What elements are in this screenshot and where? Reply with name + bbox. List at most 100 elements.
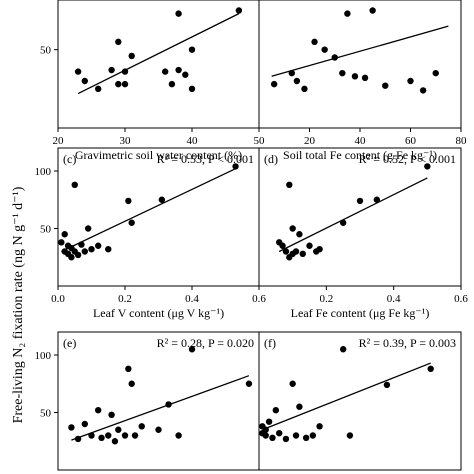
x-tick-label: 40 — [355, 135, 367, 147]
regression-line — [271, 25, 449, 77]
data-point — [316, 246, 323, 253]
x-tick-label: 0.2 — [118, 293, 132, 305]
x-axis-label: Soil total Fe content (g Fe kg⁻¹) — [283, 148, 437, 162]
data-point — [115, 38, 122, 46]
data-point — [424, 163, 431, 170]
data-point — [235, 7, 243, 14]
data-point — [158, 196, 166, 203]
regression-line — [61, 168, 236, 253]
data-point — [175, 10, 182, 17]
regression-line — [77, 13, 240, 95]
regression-line — [262, 362, 431, 431]
data-point — [356, 197, 364, 205]
data-point — [128, 380, 135, 387]
panel-e: 50 100 (e) R² = 0.28, P = 0.020 — [35, 331, 260, 471]
data-point — [115, 426, 122, 433]
data-point — [95, 407, 102, 414]
data-point — [296, 231, 303, 238]
y-tick-label: 100 — [35, 350, 52, 362]
data-point — [373, 196, 381, 203]
data-point — [131, 432, 139, 439]
stats-annotation: R² = 0.39, P = 0.003 — [359, 336, 456, 350]
stats-annotation: R² = 0.52, P < 0.001 — [359, 152, 456, 166]
data-point — [369, 7, 376, 14]
data-point — [344, 10, 351, 17]
x-axis-label: Gravimetric soil water content (%) — [75, 148, 242, 162]
panel-a: 5010020304050Gravimetric soil water cont… — [40, 0, 266, 162]
data-point — [138, 423, 145, 430]
y-tick-label: 50 — [40, 224, 52, 236]
x-tick-label: 0.6 — [454, 293, 468, 305]
data-point — [162, 68, 169, 75]
data-point — [245, 380, 253, 387]
data-point — [339, 219, 347, 226]
data-point — [383, 381, 391, 389]
data-point — [105, 246, 112, 253]
data-point — [188, 346, 196, 353]
data-point — [427, 365, 434, 372]
data-point — [128, 219, 135, 226]
data-point — [432, 69, 439, 77]
data-point — [292, 432, 300, 439]
data-point — [232, 163, 239, 170]
data-point — [88, 432, 95, 439]
data-point — [68, 254, 75, 261]
panel-c: 50 100 0.0 0.2 0.4 0.6 Leaf V content (μg V kg… — [35, 147, 266, 320]
data-point — [81, 248, 89, 255]
x-tick-label: 0.6 — [252, 293, 266, 305]
data-point — [279, 242, 286, 249]
data-point — [321, 46, 328, 53]
x-tick-label: 40 — [187, 135, 199, 147]
data-point — [95, 85, 102, 93]
x-tick-label: 0.4 — [387, 293, 401, 305]
x-tick-label: 80 — [456, 135, 468, 147]
y-tick-label: 50 — [40, 408, 52, 420]
regression-line — [278, 177, 428, 253]
data-point — [188, 46, 196, 53]
x-tick-label: 0.2 — [319, 293, 333, 305]
stats-annotation: R² = 0.53, P < 0.001 — [157, 152, 254, 166]
data-point — [299, 250, 306, 257]
data-point — [346, 432, 354, 439]
data-point — [168, 80, 176, 88]
data-point — [276, 430, 283, 437]
data-point — [289, 225, 296, 232]
data-point — [188, 85, 196, 93]
y-axis-label: Free-living N₂ fixation rate (ng N g⁻¹ d… — [11, 186, 26, 423]
data-point — [351, 73, 359, 80]
data-point — [125, 197, 132, 205]
y-tick-label: 50 — [40, 45, 52, 57]
data-point — [74, 68, 82, 75]
regression-line — [71, 375, 250, 441]
data-point — [382, 82, 389, 89]
data-point — [331, 54, 338, 61]
data-point — [74, 251, 82, 259]
data-point — [155, 426, 162, 433]
data-point — [282, 435, 290, 443]
plot-frame — [258, 331, 462, 471]
data-point — [125, 365, 132, 372]
data-point — [68, 424, 75, 431]
data-point — [265, 418, 273, 425]
data-point — [419, 87, 427, 94]
data-point — [121, 432, 129, 439]
x-tick-label: 30 — [120, 135, 132, 147]
x-axis-label: Leaf Fe content (μg Fe kg⁻¹) — [291, 306, 430, 320]
data-point — [71, 181, 78, 188]
x-axis-label: Leaf V content (μg V kg⁻¹) — [93, 306, 224, 320]
panel-letter: (d) — [264, 152, 278, 166]
data-point — [61, 231, 68, 238]
data-point — [269, 434, 276, 441]
x-tick-label: 50 — [254, 135, 266, 147]
plot-frame — [57, 331, 260, 471]
data-point — [128, 52, 135, 60]
data-point — [74, 435, 82, 443]
data-point — [309, 432, 317, 439]
y-tick-label: 100 — [35, 166, 52, 178]
data-point — [58, 239, 65, 246]
data-point — [282, 248, 290, 255]
data-point — [115, 80, 122, 88]
data-point — [108, 411, 115, 418]
data-point — [339, 69, 346, 77]
data-point — [81, 420, 89, 428]
